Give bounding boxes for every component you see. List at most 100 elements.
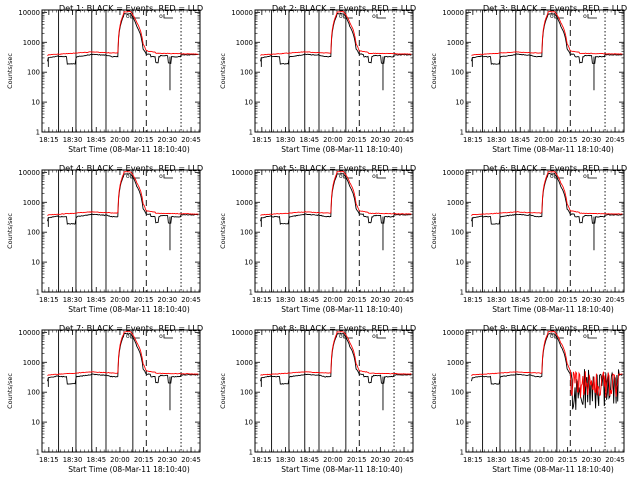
x-tick-label: 20:30: [371, 136, 391, 144]
events-series-line: [260, 173, 412, 225]
flag-text: o: [550, 13, 554, 20]
data-curves: [47, 331, 199, 411]
x-tick-label: 20:15: [558, 456, 578, 464]
x-tick-label: 20:15: [134, 136, 154, 144]
data-curves: [260, 11, 412, 91]
y-tick-label: 100: [451, 229, 464, 237]
y-axis-label: Counts/sec: [219, 53, 227, 89]
plot-panel-5: Det 5: BLACK = Events, RED = LLD Counts/s…: [219, 163, 416, 314]
lld-series-line: [47, 171, 199, 217]
y-tick-label: 100: [240, 229, 253, 237]
y-tick-label: 10: [455, 419, 464, 427]
flag-marker: [376, 174, 386, 179]
lld-series-line: [260, 331, 412, 376]
plot-panel-1: Det 1: BLACK = Events, RED = LLD Counts/s…: [6, 3, 203, 154]
flag-marker: [587, 334, 597, 339]
plot-frame: [465, 9, 625, 133]
flag-marker: [130, 14, 140, 19]
y-tick-label: 10000: [18, 169, 40, 177]
x-tick-label: 18:15: [463, 296, 483, 304]
x-tick-label: 18:45: [299, 136, 319, 144]
y-tick-label: 10: [244, 419, 253, 427]
plot-title: Det 1: BLACK = Events, RED = LLD: [59, 3, 203, 13]
x-axis-label: Start Time (08-Mar-11 18:10:40): [68, 465, 190, 474]
x-tick-label: 20:15: [558, 136, 578, 144]
x-tick-label: 20:15: [347, 136, 367, 144]
flag-marker: [343, 14, 353, 19]
x-tick-label: 18:15: [463, 456, 483, 464]
plot-title: Det 7: BLACK = Events, RED = LLD: [59, 323, 203, 333]
x-tick-label: 20:45: [605, 136, 625, 144]
x-tick-label: 20:45: [394, 296, 414, 304]
y-tick-label: 100: [451, 389, 464, 397]
data-curves: [471, 171, 623, 251]
x-axis-label: Start Time (08-Mar-11 18:10:40): [281, 145, 403, 154]
y-axis-label: Counts/sec: [219, 373, 227, 409]
lld-series-line: [471, 330, 623, 398]
flag-text: o: [372, 173, 376, 180]
x-tick-label: 20:30: [582, 296, 602, 304]
y-tick-label: 10000: [442, 329, 464, 337]
x-tick-label: 20:30: [158, 136, 178, 144]
flag-marker: [587, 174, 597, 179]
y-tick-label: 1: [249, 129, 253, 137]
y-tick-label: 1: [36, 289, 40, 297]
y-tick-label: 10000: [18, 329, 40, 337]
y-axis-label: Counts/sec: [6, 213, 14, 249]
x-tick-label: 18:30: [63, 296, 83, 304]
x-tick-label: 20:45: [181, 136, 201, 144]
flag-marker: [163, 174, 173, 179]
flag-text: o: [339, 333, 343, 340]
data-curves: [260, 331, 412, 411]
y-tick-label: 1: [36, 129, 40, 137]
plot-panel-3: Det 3: BLACK = Events, RED = LLD Counts/s…: [430, 3, 627, 154]
x-tick-label: 20:00: [534, 136, 554, 144]
y-tick-label: 10000: [442, 9, 464, 17]
x-tick-label: 18:30: [487, 456, 507, 464]
lld-series-line: [471, 11, 623, 56]
flag-marker: [587, 14, 597, 19]
flag-marker: [343, 334, 353, 339]
y-tick-label: 1000: [236, 39, 253, 47]
data-curves: [260, 171, 412, 251]
x-tick-label: 20:15: [134, 456, 154, 464]
flag-marker: [130, 334, 140, 339]
plot-title: Det 3: BLACK = Events, RED = LLD: [483, 3, 627, 13]
x-tick-label: 20:30: [582, 456, 602, 464]
y-axis-label: Counts/sec: [6, 53, 14, 89]
lld-series-line: [260, 171, 412, 216]
flag-text: o: [339, 173, 343, 180]
x-tick-label: 20:00: [323, 296, 343, 304]
plot-title: Det 9: BLACK = Events, RED = LLD: [483, 323, 627, 333]
y-axis-label: Counts/sec: [430, 53, 438, 89]
y-tick-label: 10: [244, 99, 253, 107]
x-tick-label: 18:45: [299, 296, 319, 304]
y-tick-label: 1000: [236, 359, 253, 367]
flag-marker: [130, 174, 140, 179]
x-tick-label: 20:15: [134, 296, 154, 304]
plot-title: Det 5: BLACK = Events, RED = LLD: [272, 163, 416, 173]
x-tick-label: 20:00: [323, 456, 343, 464]
flag-marker: [554, 174, 564, 179]
plot-panel-7: Det 7: BLACK = Events, RED = LLD Counts/s…: [6, 323, 203, 474]
x-tick-label: 20:00: [110, 456, 130, 464]
flag-text: o: [583, 13, 587, 20]
plot-panel-4: Det 4: BLACK = Events, RED = LLD Counts/s…: [6, 163, 203, 314]
x-tick-label: 18:30: [63, 456, 83, 464]
y-tick-label: 10: [455, 99, 464, 107]
plot-frame: [41, 9, 201, 133]
y-tick-label: 10: [31, 259, 40, 267]
events-series-line: [47, 12, 199, 65]
y-tick-label: 10000: [442, 169, 464, 177]
x-axis-label: Start Time (08-Mar-11 18:10:40): [281, 465, 403, 474]
x-axis-label: Start Time (08-Mar-11 18:10:40): [281, 305, 403, 314]
x-tick-label: 18:15: [463, 136, 483, 144]
flag-text: o: [583, 173, 587, 180]
y-tick-label: 1000: [236, 199, 253, 207]
plot-title: Det 2: BLACK = Events, RED = LLD: [272, 3, 416, 13]
y-tick-label: 10: [31, 99, 40, 107]
y-axis-label: Counts/sec: [6, 373, 14, 409]
y-tick-label: 1: [249, 289, 253, 297]
x-tick-label: 20:45: [394, 136, 414, 144]
